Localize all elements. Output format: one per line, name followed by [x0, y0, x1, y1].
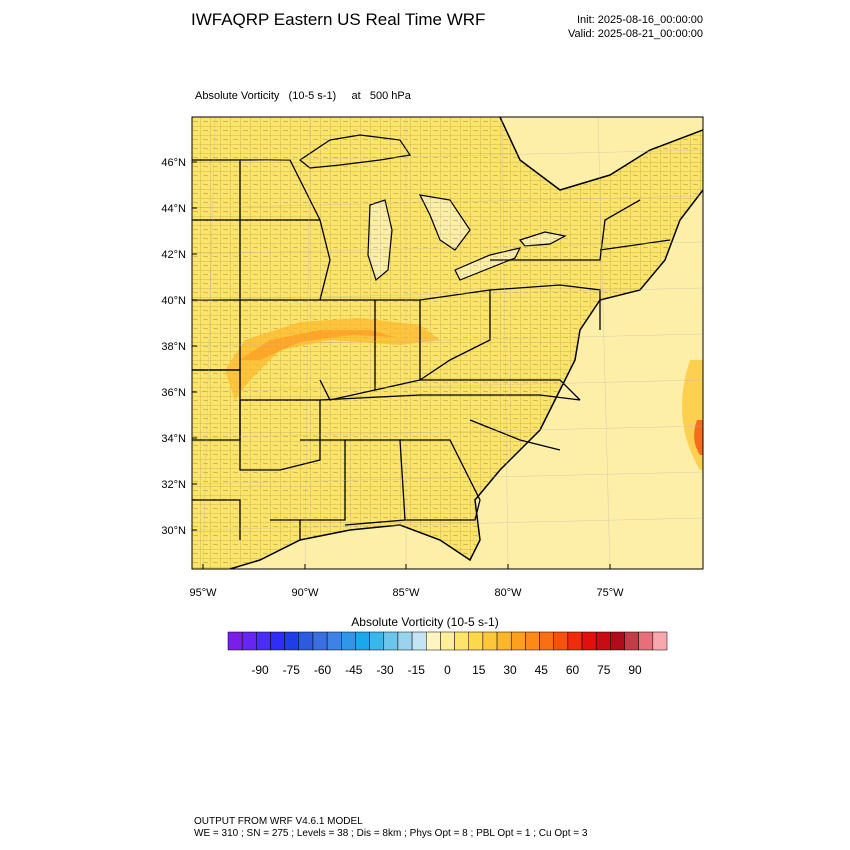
colorbar-cell — [581, 631, 597, 651]
colorbar-cell — [227, 631, 243, 651]
colorbar-cell — [510, 631, 526, 651]
colorbar-cell — [610, 631, 625, 651]
lat-label-40: 40°N — [161, 295, 186, 307]
colorbar-cell — [624, 631, 639, 651]
axis-ticks — [192, 161, 611, 569]
lat-label-36: 36°N — [161, 387, 186, 399]
colorbar-tick-labels: -90 -75 -60 -45 -30 -15 0 15 30 45 60 75 90 — [251, 663, 642, 677]
colorbar-cell — [652, 631, 668, 651]
colorbar-title: Absolute Vorticity (10-5 s-1) — [351, 615, 499, 629]
lon-label-80: 80°W — [494, 587, 522, 599]
lon-label-95: 95°W — [189, 587, 217, 599]
graticule — [192, 117, 703, 569]
lon-label-90: 90°W — [291, 587, 319, 599]
init-time: Init: 2025-08-16_00:00:00 — [577, 14, 703, 26]
colorbar-cell — [256, 631, 271, 651]
colorbar-cell — [440, 631, 455, 651]
colorbar — [227, 631, 668, 651]
valid-time: Valid: 2025-08-21_00:00:00 — [568, 28, 703, 40]
colorbar-tick-label: 15 — [472, 663, 486, 677]
lon-label-85: 85°W — [392, 587, 420, 599]
colorbar-cell — [397, 631, 413, 651]
colorbar-cell — [553, 631, 569, 651]
colorbar-cell — [411, 631, 427, 651]
colorbar-tick-label: 75 — [597, 663, 611, 677]
coastline — [229, 117, 703, 569]
main-title: IWFAQRP Eastern US Real Time WRF — [191, 10, 486, 29]
lat-label-46: 46°N — [161, 157, 186, 169]
colorbar-cell — [355, 631, 370, 651]
colorbar-tick-label: -15 — [408, 663, 426, 677]
colorbar-cell — [383, 631, 399, 651]
colorbar-cell — [638, 631, 654, 651]
footer-model-line: OUTPUT FROM WRF V4.6.1 MODEL — [194, 816, 363, 827]
colorbar-cell — [241, 631, 257, 651]
colorbar-cell — [496, 631, 512, 651]
colorbar-tick-label: -75 — [283, 663, 301, 677]
colorbar-tick-label: 60 — [566, 663, 580, 677]
colorbar-tick-label: 0 — [444, 663, 451, 677]
colorbar-cell — [326, 631, 342, 651]
lat-label-32: 32°N — [161, 479, 186, 491]
colorbar-cell — [482, 631, 498, 651]
colorbar-cell — [454, 631, 469, 651]
colorbar-cell — [539, 631, 554, 651]
colorbar-tick-label: -45 — [345, 663, 363, 677]
colorbar-tick-label: -30 — [376, 663, 394, 677]
colorbar-cell — [426, 631, 441, 651]
colorbar-tick-label: 90 — [628, 663, 642, 677]
colorbar-cell — [525, 631, 540, 651]
colorbar-cell — [312, 631, 328, 651]
field-label: Absolute Vorticity (10-5 s-1) at 500 hPa — [195, 90, 411, 102]
colorbar-cell — [567, 631, 583, 651]
lat-label-44: 44°N — [161, 203, 186, 215]
colorbar-cell — [270, 631, 285, 651]
lat-label-34: 34°N — [161, 433, 186, 445]
colorbar-tick-label: -60 — [314, 663, 332, 677]
lat-label-42: 42°N — [161, 249, 186, 261]
colorbar-cell — [298, 631, 314, 651]
lon-label-75: 75°W — [596, 587, 624, 599]
colorbar-cell — [595, 631, 611, 651]
lat-label-30: 30°N — [161, 525, 186, 537]
footer-config-line: WE = 310 ; SN = 275 ; Levels = 38 ; Dis … — [194, 828, 588, 839]
colorbar-tick-label: 45 — [535, 663, 549, 677]
colorbar-tick-label: -90 — [251, 663, 269, 677]
colorbar-tick-label: 30 — [503, 663, 517, 677]
colorbar-cell — [369, 631, 385, 651]
map-panel — [192, 117, 703, 569]
lat-label-38: 38°N — [161, 341, 186, 353]
colorbar-cell — [468, 631, 484, 651]
colorbar-cell — [284, 631, 300, 651]
map-frame — [191, 116, 704, 570]
colorbar-cell — [341, 631, 356, 651]
